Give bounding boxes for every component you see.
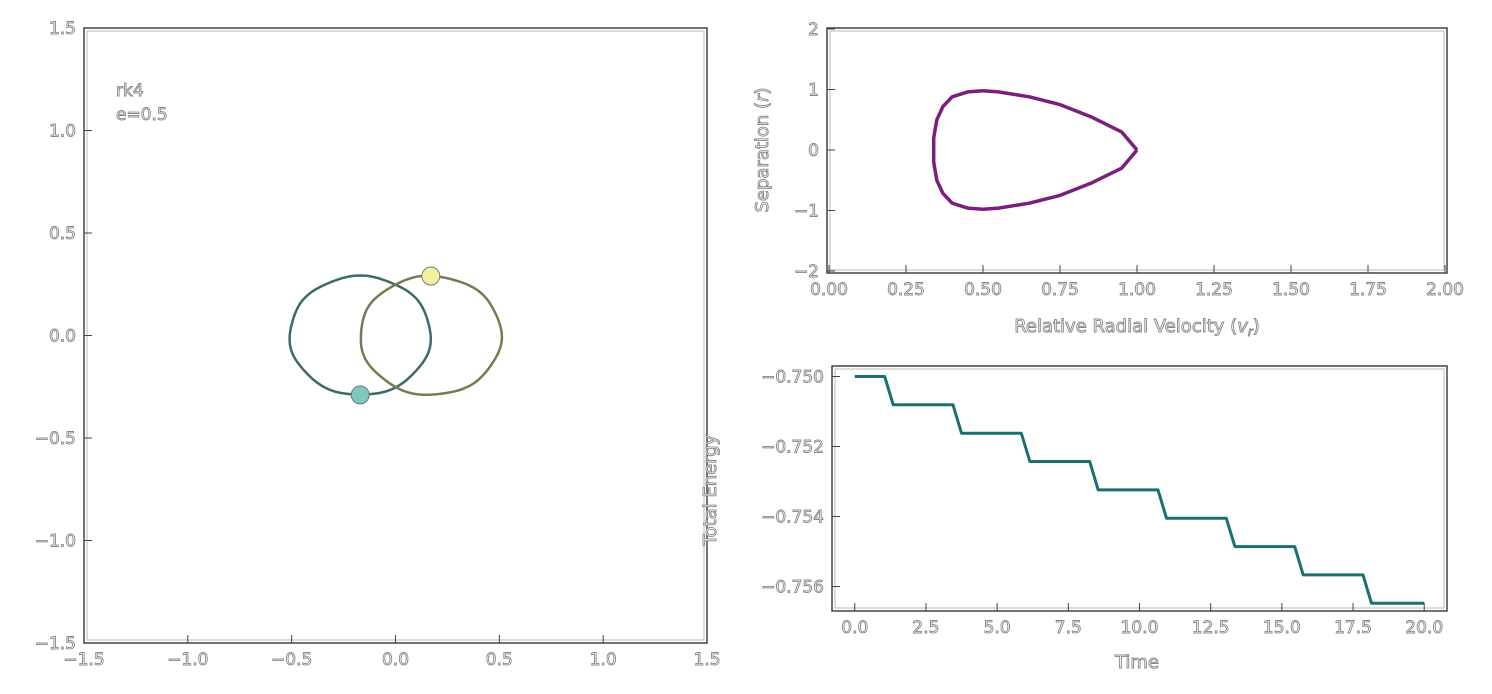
phase-x-tick-label: 1.00 xyxy=(1118,280,1156,300)
eccentricity-annotation: e=0.5 xyxy=(116,105,168,125)
phase-curve xyxy=(931,88,1139,212)
phase-x-tick-label: 0.25 xyxy=(887,280,925,300)
orbit-x-tick-label: −0.5 xyxy=(271,650,312,670)
energy-x-tick-label: 15.0 xyxy=(1263,618,1301,638)
energy-y-tick-label: −0.754 xyxy=(761,508,824,528)
orbit-y-tick-label: −1.5 xyxy=(35,634,76,654)
energy-y-axis-label: Total Energy xyxy=(700,434,721,546)
energy-x-tick-label: 20.0 xyxy=(1405,618,1443,638)
energy-x-tick-label: 2.5 xyxy=(912,618,939,638)
orbit-x-tick-label: −1.0 xyxy=(167,650,208,670)
orbit-y-tick-label: 1.0 xyxy=(49,122,76,142)
energy-x-tick-label: 5.0 xyxy=(984,618,1011,638)
energy-x-tick-label: 10.0 xyxy=(1121,618,1159,638)
energy-x-tick-label: 17.5 xyxy=(1334,618,1372,638)
phase-x-tick-label: 1.75 xyxy=(1349,280,1387,300)
orbit-x-tick-label: 1.0 xyxy=(590,650,617,670)
phase-y-tick-label: −2 xyxy=(794,262,819,282)
phase-x-tick-label: 2.00 xyxy=(1426,280,1464,300)
energy-x-tick-label: 7.5 xyxy=(1055,618,1082,638)
body-marker-2 xyxy=(350,385,370,405)
phase-x-tick-label: 0.00 xyxy=(810,280,848,300)
phase-x-tick-label: 0.50 xyxy=(964,280,1002,300)
orbit-x-tick-label: 0.5 xyxy=(486,650,513,670)
energy-y-tick-label: −0.756 xyxy=(761,578,824,598)
energy-y-tick-label: −0.750 xyxy=(761,368,824,388)
orbit-path-2 xyxy=(359,274,504,396)
energy-x-axis-label: Time xyxy=(1114,652,1159,673)
energy-curve xyxy=(854,375,1425,605)
orbit-panel: −1.5 −1.0 −0.5 0.0 0.5 1.0 1.5 −1.5 −1.0 −0.5 0.0 0… xyxy=(34,19,721,671)
energy-x-tick-label: 12.5 xyxy=(1192,618,1230,638)
orbit-y-tick-label: 1.5 xyxy=(49,19,76,39)
energy-y-tick-label: −0.752 xyxy=(761,438,824,458)
orbit-x-tick-label: −1.5 xyxy=(63,650,104,670)
energy-panel: 0.0 2.5 5.0 7.5 10.0 12.5 15.0 17.5 20.0 −0.750 −0… xyxy=(700,365,1448,673)
energy-x-tick-label: 0.0 xyxy=(841,618,868,638)
phase-x-tick-label: 1.25 xyxy=(1195,280,1233,300)
phase-y-tick-label: 1 xyxy=(808,81,819,101)
phase-x-tick-label: 0.75 xyxy=(1041,280,1079,300)
phase-panel: 0.00 0.25 0.50 0.75 1.00 1.25 1.50 1.75 2.00 −2 −1… xyxy=(752,20,1465,340)
orbit-y-tick-label: 0.0 xyxy=(49,327,76,347)
phase-y-tick-label: 2 xyxy=(808,20,819,40)
phase-x-tick-label: 1.50 xyxy=(1272,280,1310,300)
method-annotation: rk4 xyxy=(116,81,144,101)
phase-y-tick-label: 0 xyxy=(808,141,819,161)
orbit-x-tick-label: 1.5 xyxy=(693,650,720,670)
orbit-plot-frame xyxy=(83,27,708,644)
phase-y-tick-label: −1 xyxy=(794,202,819,222)
orbit-y-tick-label: −1.0 xyxy=(35,532,76,552)
orbit-y-tick-label: 0.5 xyxy=(49,224,76,244)
orbit-y-tick-label: −0.5 xyxy=(35,429,76,449)
phase-x-axis-label: Relative Radial Velocity (vr) xyxy=(1014,316,1260,339)
body-marker-1 xyxy=(421,266,441,286)
orbit-plot-inner-frame xyxy=(86,30,705,641)
orbit-x-tick-label: 0.0 xyxy=(382,650,409,670)
phase-y-axis-label: Separation (r) xyxy=(752,87,773,212)
